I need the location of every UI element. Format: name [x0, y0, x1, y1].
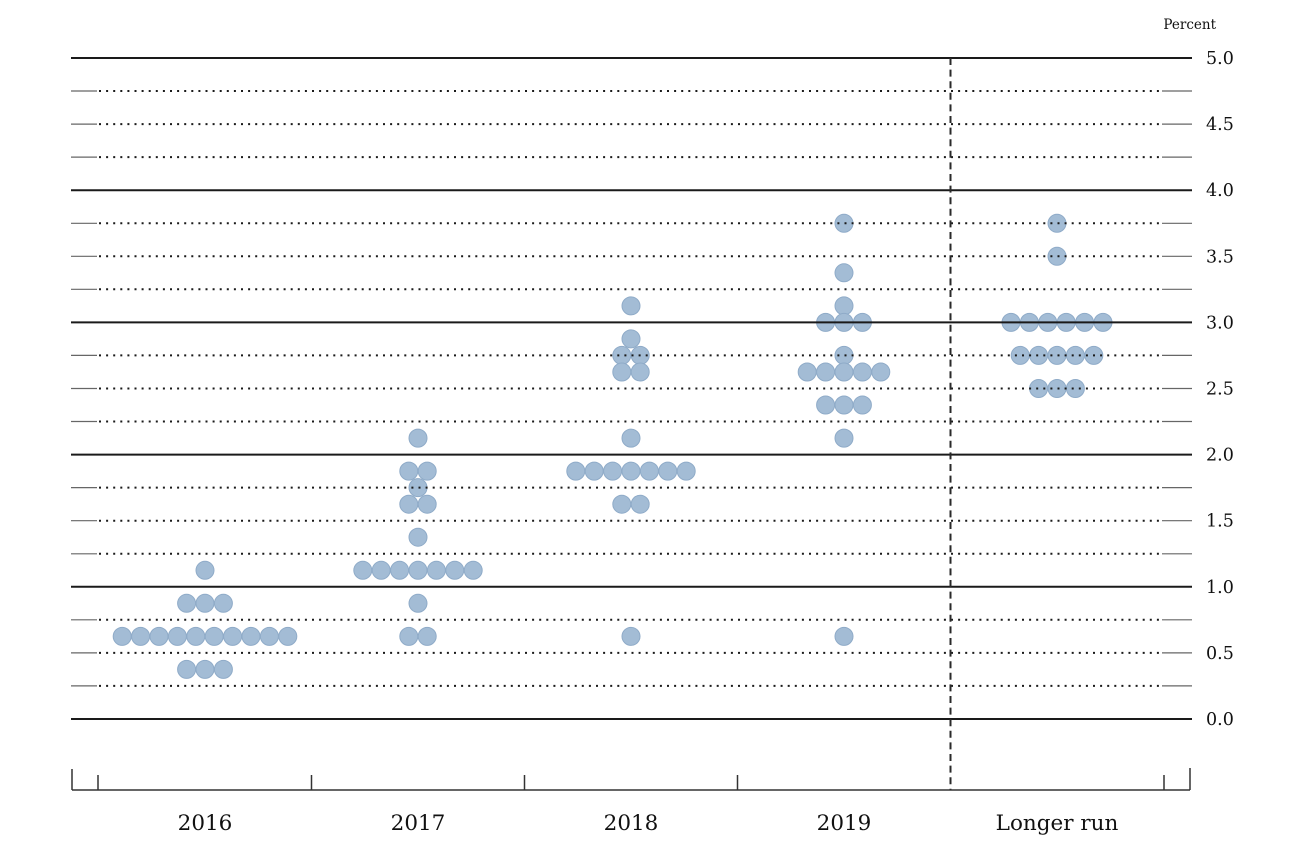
category-label: 2018 [604, 811, 659, 836]
projection-dot [852, 395, 872, 415]
category-label: 2017 [391, 811, 446, 836]
y-axis-label: 0.0 [1206, 710, 1234, 730]
projection-dot [834, 626, 854, 646]
projection-dot [195, 560, 215, 580]
projection-dot [213, 659, 233, 679]
projection-dot [408, 428, 428, 448]
category-label: Longer run [996, 811, 1119, 836]
projection-dot [612, 345, 632, 365]
projection-dot [417, 494, 437, 514]
y-axis-label: 2.5 [1206, 380, 1234, 400]
projection-dot [612, 494, 632, 514]
projection-dot [834, 428, 854, 448]
projection-dot [177, 659, 197, 679]
projection-dot [584, 461, 604, 481]
y-axis-label: 5.0 [1206, 49, 1234, 69]
projection-dot [612, 362, 632, 382]
projection-dot [1010, 345, 1030, 365]
projection-dot [167, 626, 187, 646]
projection-dot [797, 362, 817, 382]
projection-dot [408, 560, 428, 580]
projection-dot [621, 626, 641, 646]
projection-dot [371, 560, 391, 580]
category-label: 2016 [178, 811, 233, 836]
projection-dot [399, 461, 419, 481]
projection-dot [259, 626, 279, 646]
projection-dot [621, 461, 641, 481]
projection-dot [1065, 379, 1085, 398]
y-axis-label: 3.0 [1206, 313, 1234, 333]
projection-dot [621, 296, 641, 316]
y-axis-label: 1.0 [1206, 578, 1234, 598]
category-label: 2019 [817, 811, 872, 836]
projection-dot [816, 395, 836, 415]
projection-dot [195, 659, 215, 679]
projection-dot [195, 593, 215, 613]
projection-dot [399, 626, 419, 646]
projection-dot [278, 626, 298, 646]
projection-dot [112, 626, 132, 646]
projection-dot [639, 461, 659, 481]
projection-dot [834, 296, 854, 316]
projection-dot [213, 593, 233, 613]
projection-dot [131, 626, 151, 646]
projection-dot [417, 461, 437, 481]
projection-dot [177, 593, 197, 613]
projection-dot [408, 527, 428, 547]
projection-dot [417, 626, 437, 646]
projection-dot [834, 395, 854, 415]
projection-dot [353, 560, 373, 580]
projection-dot [241, 626, 261, 646]
y-axis-label: 2.0 [1206, 446, 1234, 466]
dots-layer [112, 213, 1113, 679]
projection-dot [445, 560, 465, 580]
projection-dot [621, 428, 641, 448]
projection-dot [603, 461, 623, 481]
projection-dot [676, 461, 696, 481]
projection-dot [426, 560, 446, 580]
projection-dot [658, 461, 678, 481]
y-axis-label: 4.0 [1206, 181, 1234, 201]
projection-dot [186, 626, 206, 646]
projection-dot [834, 362, 854, 382]
projection-dot [566, 461, 586, 481]
y-axis-label: 3.5 [1206, 247, 1234, 267]
axis-unit-label: Percent [1163, 17, 1216, 33]
projection-dot [223, 626, 243, 646]
projection-dot [834, 263, 854, 283]
projection-dot [390, 560, 410, 580]
projection-dot [149, 626, 169, 646]
gridlines-layer [71, 57, 1192, 720]
y-axis-label: 1.5 [1206, 512, 1234, 532]
projection-dot [630, 494, 650, 514]
projection-dot [204, 626, 224, 646]
projection-dot [1065, 345, 1085, 365]
projection-dot [408, 593, 428, 613]
projection-dot [852, 362, 872, 382]
y-axis-label: 4.5 [1206, 115, 1234, 135]
projection-dot [630, 362, 650, 382]
projection-dot [463, 560, 483, 580]
projection-dot [871, 362, 891, 382]
projection-dot [399, 494, 419, 514]
projection-dot [621, 329, 641, 349]
projection-dot [816, 362, 836, 382]
y-axis-label: 0.5 [1206, 644, 1234, 664]
